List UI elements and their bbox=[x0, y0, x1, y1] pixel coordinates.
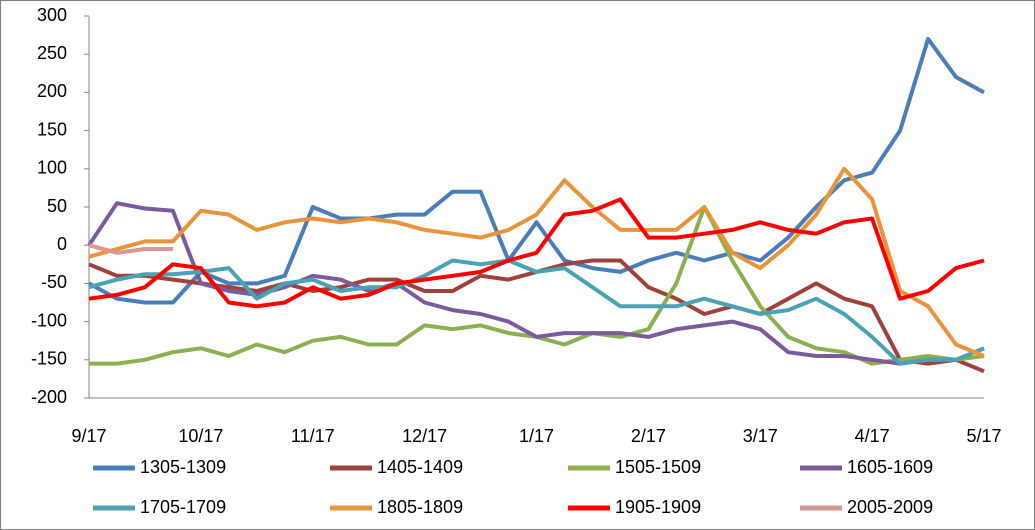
series-line bbox=[88, 197, 985, 309]
series-line bbox=[88, 166, 985, 358]
y-tick-label: 50 bbox=[47, 196, 67, 216]
series-line bbox=[88, 258, 985, 366]
y-tick-label: 250 bbox=[37, 43, 67, 63]
y-tick-label: 100 bbox=[37, 158, 67, 178]
x-tick-label: 3/17 bbox=[743, 426, 778, 446]
legend-label: 1705-1709 bbox=[140, 497, 226, 517]
x-tick-label: 1/17 bbox=[519, 426, 554, 446]
y-tick-label: 150 bbox=[37, 119, 67, 139]
series-line bbox=[88, 243, 173, 255]
x-tick-label: 11/17 bbox=[291, 426, 335, 446]
x-tick-label: 12/17 bbox=[402, 426, 447, 446]
y-tick-label: 300 bbox=[37, 5, 67, 25]
legend-label: 1605-1609 bbox=[847, 457, 933, 477]
legend-label: 1405-1409 bbox=[377, 457, 463, 477]
x-tick-label: 10/17 bbox=[178, 426, 223, 446]
legend-label: 1805-1809 bbox=[377, 497, 463, 517]
series-line bbox=[87, 201, 985, 366]
legend-label: 2005-2009 bbox=[847, 497, 933, 517]
x-tick-label: 4/17 bbox=[855, 426, 890, 446]
y-tick-label: 200 bbox=[37, 81, 67, 101]
y-tick-label: -200 bbox=[31, 387, 67, 407]
legend-label: 1505-1509 bbox=[615, 457, 701, 477]
legend-label: 1305-1309 bbox=[140, 457, 226, 477]
x-tick-label: 9/17 bbox=[71, 426, 106, 446]
x-tick-label: 5/17 bbox=[966, 426, 1001, 446]
x-tick-label: 2/17 bbox=[631, 426, 666, 446]
y-tick-label: -50 bbox=[41, 272, 67, 292]
y-tick-label: -100 bbox=[31, 310, 67, 330]
y-tick-label: 0 bbox=[57, 234, 67, 254]
y-tick-label: -150 bbox=[31, 349, 67, 369]
legend-label: 1905-1909 bbox=[615, 497, 701, 517]
series-line bbox=[88, 36, 985, 305]
